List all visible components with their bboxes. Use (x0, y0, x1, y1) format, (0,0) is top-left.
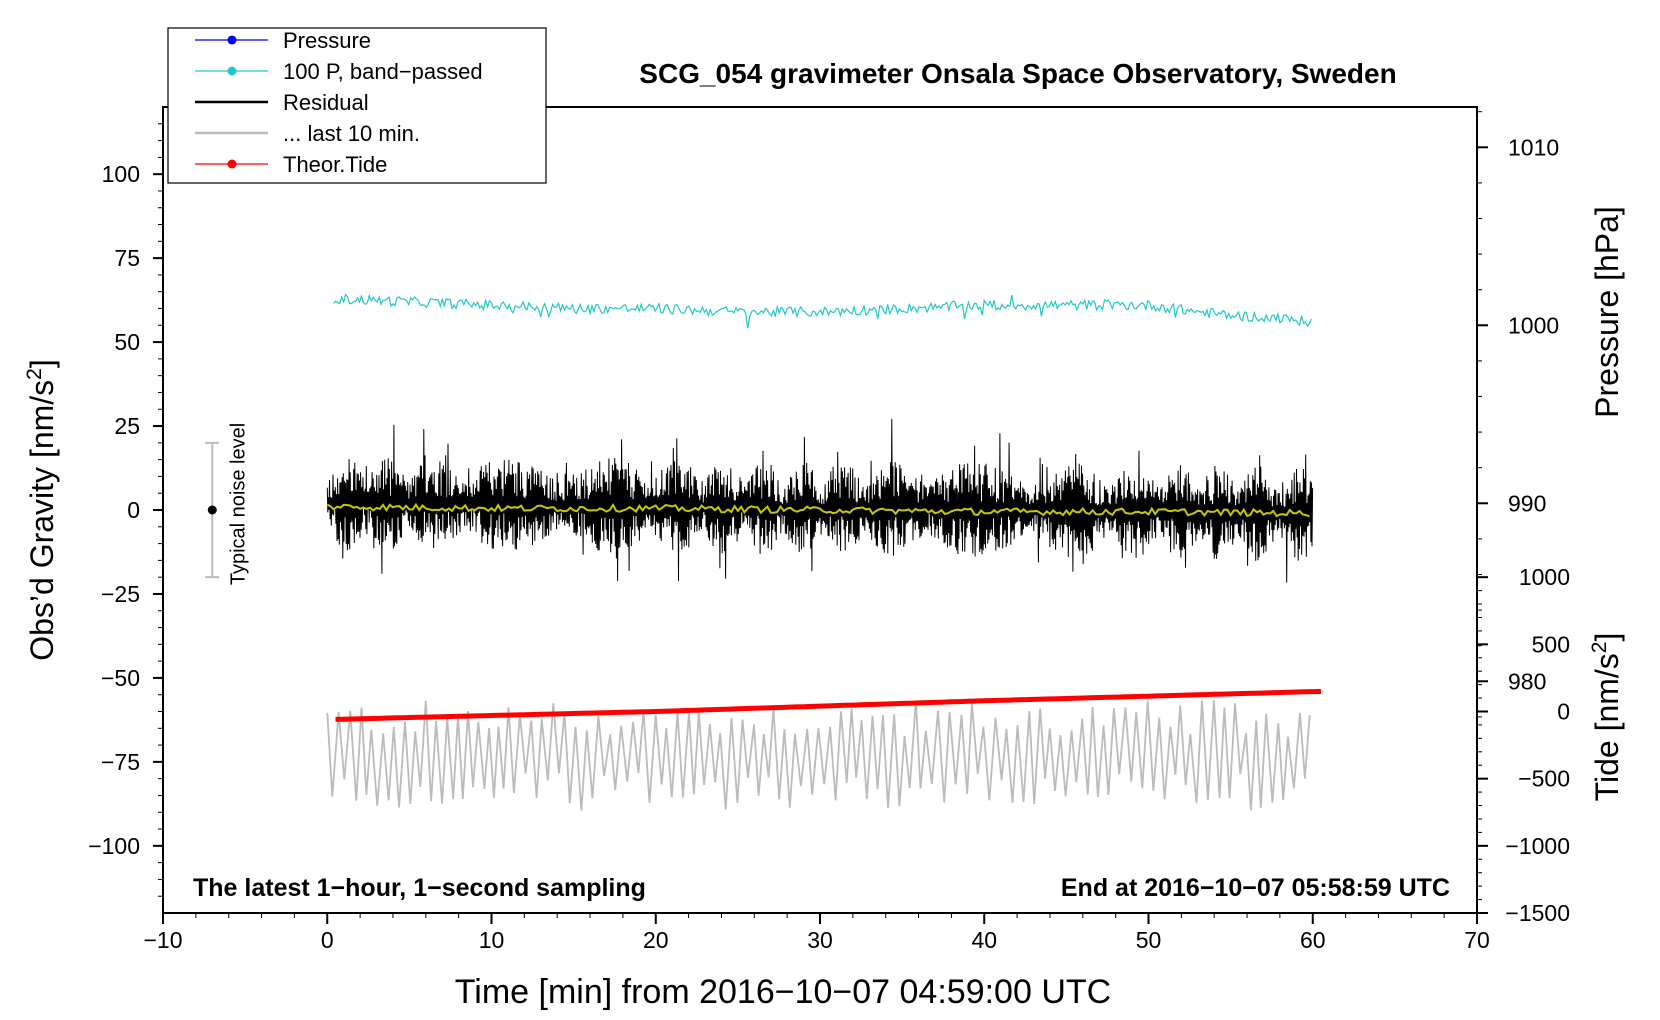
noise-bar-dot (207, 505, 217, 515)
series-residual (326, 418, 1314, 583)
tide-tick-label: 500 (1532, 631, 1570, 657)
noise-bar-label: Typical noise level (227, 423, 249, 585)
y-tick-label: −75 (101, 749, 140, 775)
legend-label: Residual (283, 90, 369, 115)
series-theoretical-tide (335, 688, 1322, 722)
series-last-10-min (326, 700, 1311, 811)
pressure-tick-label: 1010 (1508, 134, 1559, 160)
y-axis-label-pressure: Pressure [hPa] (1589, 206, 1625, 418)
y-tick-label: 100 (102, 161, 140, 187)
tide-tick-label: −500 (1518, 766, 1570, 792)
y-axis-gravity: 100 75 50 25 0 −25 −50 −75 −100 (88, 123, 163, 897)
annotation-sampling: The latest 1−hour, 1−second sampling (193, 874, 646, 902)
x-tick-label: 20 (643, 927, 669, 953)
y-tick-label: 75 (114, 245, 140, 271)
tide-tick-label: −1500 (1505, 900, 1570, 926)
x-tick-label: 40 (971, 927, 997, 953)
tide-tick-label: 0 (1557, 699, 1570, 725)
x-tick-label: 50 (1136, 927, 1162, 953)
y-axis-tide: 1000 500 0 −500 −1000 −1500 (1476, 563, 1570, 926)
series-band-passed-pressure (333, 293, 1312, 329)
legend-label: Theor.Tide (283, 152, 387, 177)
y-tick-label: 0 (127, 497, 140, 523)
series-layer (326, 293, 1322, 811)
legend-label: ... last 10 min. (283, 121, 420, 146)
y-tick-label: 50 (114, 329, 140, 355)
annotation-end-time: End at 2016−10−07 05:58:59 UTC (1061, 874, 1450, 902)
legend-box (167, 27, 547, 184)
x-tick-label: 60 (1300, 927, 1326, 953)
series-residual-smoothed (326, 502, 1310, 518)
y-axis-label-gravity: Obs’d Gravity [nm/s2] (23, 359, 60, 661)
tide-tick-label: −1000 (1505, 833, 1570, 859)
x-axis: −10 0 10 20 30 40 50 60 70 (143, 913, 1490, 953)
x-tick-label: 0 (321, 927, 334, 953)
x-tick-label: 10 (479, 927, 505, 953)
y-axis-label-tide: Tide [nm/s2] (1588, 633, 1625, 802)
y-axis-pressure: 1030102010101000990980 (1476, 107, 1559, 718)
y-tick-label: −25 (101, 581, 140, 607)
legend-label: Pressure (283, 28, 371, 53)
pressure-tick-label: 980 (1508, 668, 1546, 694)
chart-title: SCG_054 gravimeter Onsala Space Observat… (639, 58, 1396, 89)
pressure-tick-label: 990 (1508, 490, 1546, 516)
y-tick-label: −50 (101, 665, 140, 691)
y-tick-label: −100 (88, 833, 140, 859)
x-tick-label: 30 (807, 927, 833, 953)
noise-bar: Typical noise level (205, 423, 249, 585)
legend-marker (227, 66, 237, 76)
legend-marker (227, 159, 237, 169)
legend-marker (227, 35, 237, 45)
x-axis-label: Time [min] from 2016−10−07 04:59:00 UTC (455, 973, 1111, 1011)
x-tick-label: −10 (143, 927, 182, 953)
tide-tick-label: 1000 (1519, 564, 1570, 590)
x-tick-label: 70 (1464, 927, 1490, 953)
y-tick-label: 25 (114, 413, 140, 439)
legend-label: 100 P, band−passed (283, 59, 483, 84)
legend: Pressure 100 P, band−passed Residual ... la… (167, 27, 547, 184)
pressure-tick-label: 1000 (1508, 312, 1559, 338)
